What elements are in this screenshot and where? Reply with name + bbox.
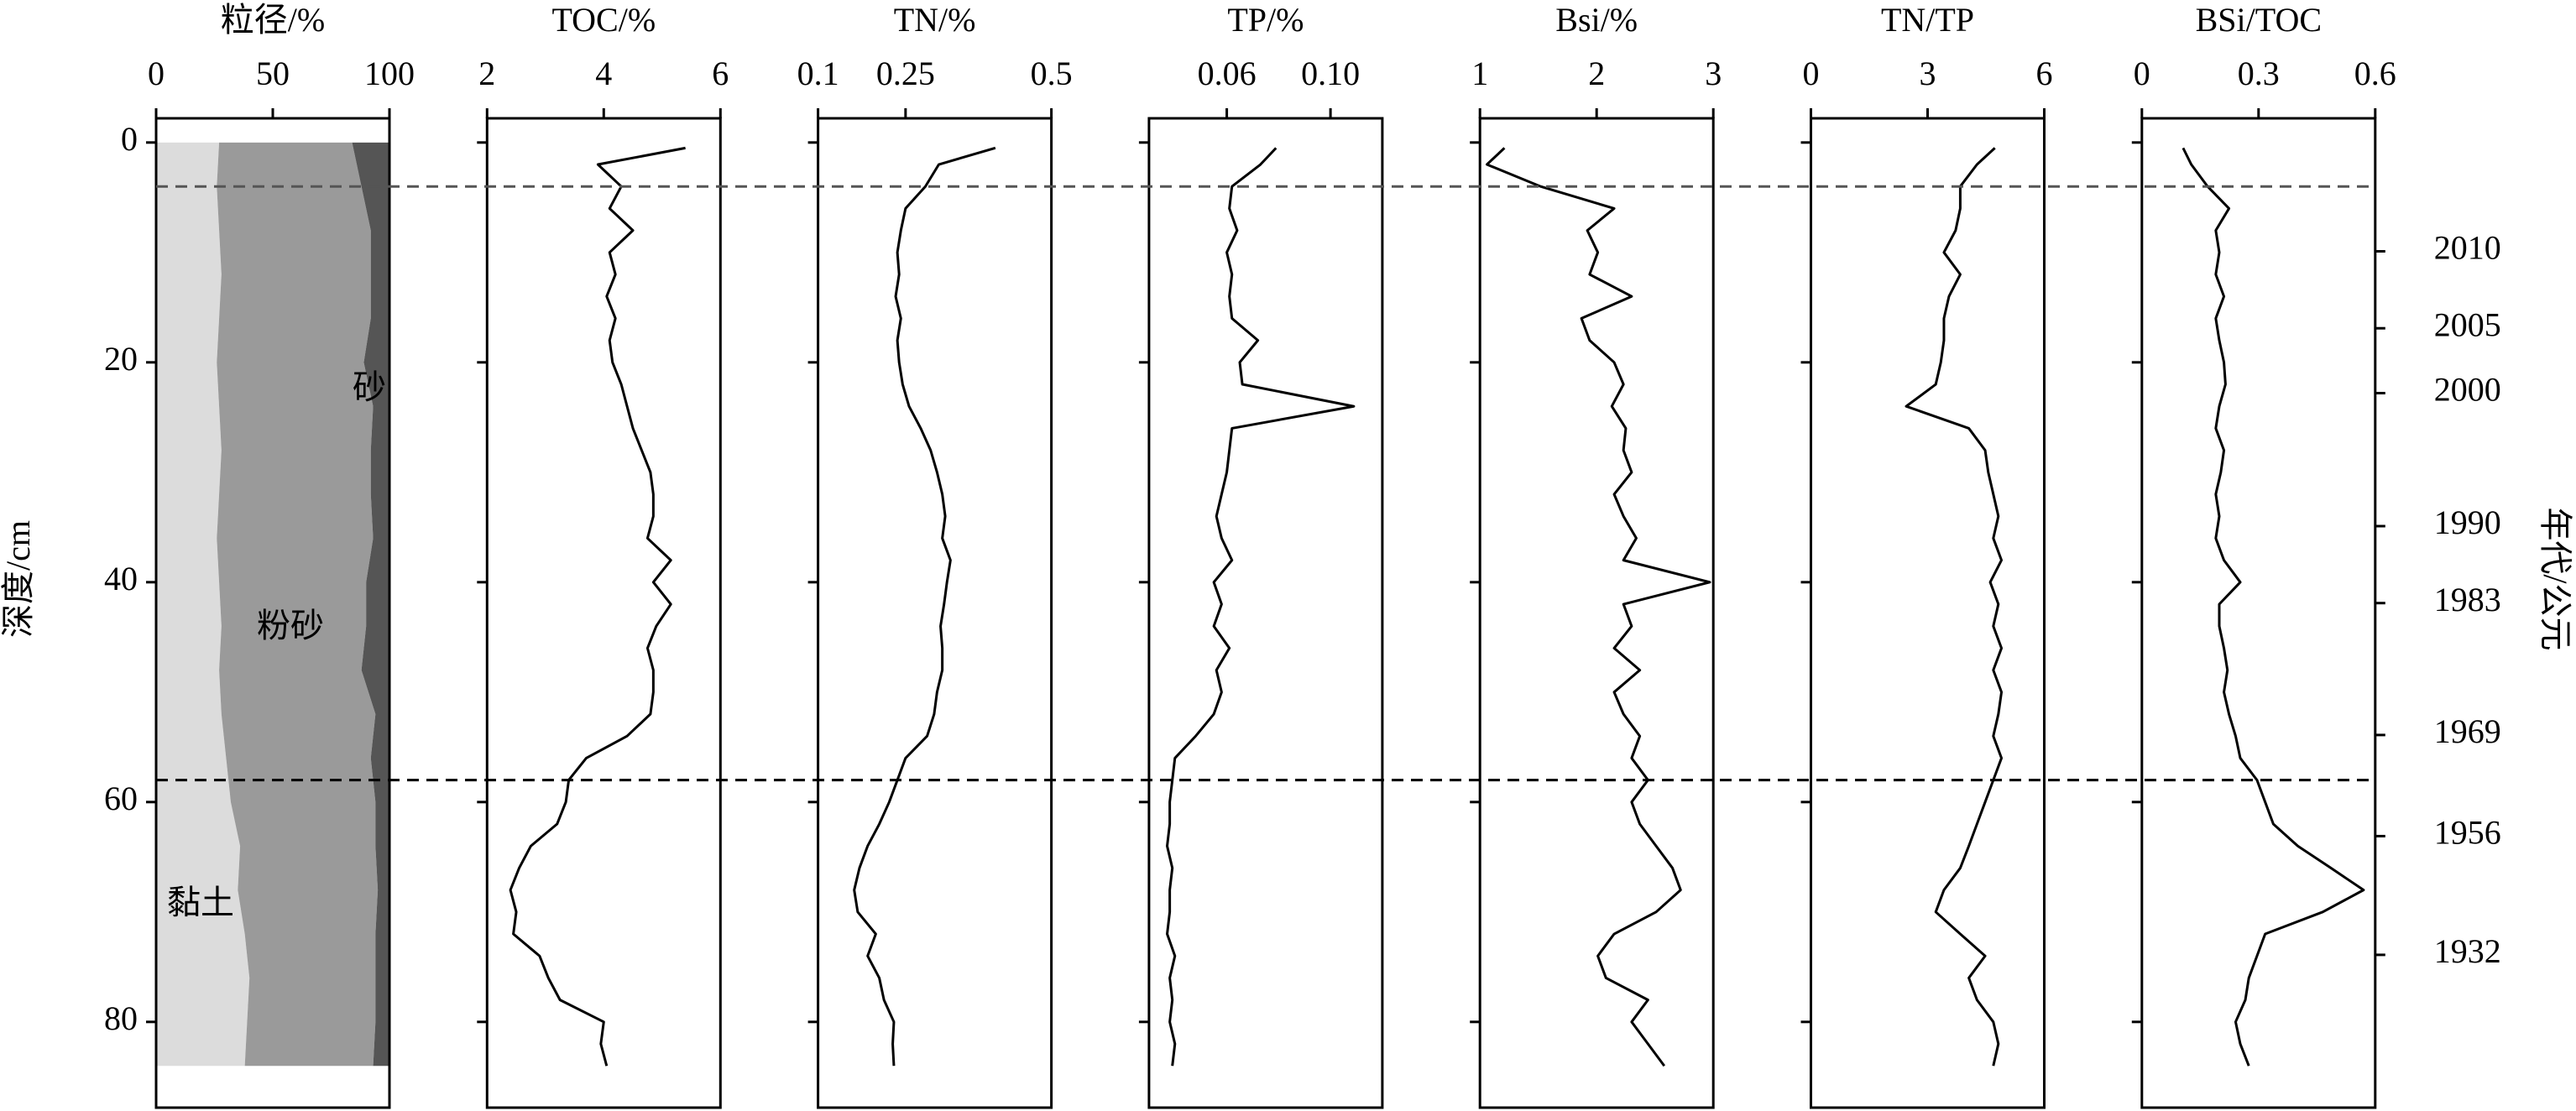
x-tick-label: 0.25 <box>876 55 935 92</box>
x-tick-label: 0 <box>148 55 165 92</box>
area-label: 黏土 <box>167 884 234 921</box>
x-axis-title: Bsi/% <box>1555 1 1638 39</box>
x-tick-label: 1 <box>1471 55 1488 92</box>
x-tick-label: 3 <box>1705 55 1722 92</box>
y-tick-label: 20 <box>104 340 138 378</box>
area-label: 砂 <box>353 368 386 406</box>
y2-tick-label: 2005 <box>2434 305 2501 343</box>
x-tick-label: 2 <box>478 55 495 92</box>
x-axis-title: TN/TP <box>1881 1 1974 39</box>
x-axis-title: 粒径/% <box>221 1 325 39</box>
x-tick-label: 0.5 <box>1031 55 1073 92</box>
x-tick-label: 50 <box>256 55 290 92</box>
plot-frame <box>485 117 722 1109</box>
x-tick-label: 0.3 <box>2238 55 2280 92</box>
x-axis-title: TP/% <box>1227 1 1304 39</box>
x-tick-label: 0.1 <box>797 55 839 92</box>
y-tick-label: 80 <box>104 999 138 1037</box>
line <box>509 146 686 1067</box>
y2-tick-label: 1990 <box>2434 503 2501 541</box>
line <box>853 146 996 1067</box>
y-tick-label: 40 <box>104 560 138 597</box>
x-axis-title: BSi/TOC <box>2196 1 2322 39</box>
x-tick-label: 0.6 <box>2354 55 2396 92</box>
plot-frame <box>1478 117 1715 1109</box>
x-tick-label: 0.06 <box>1198 55 1257 92</box>
x-tick-label: 3 <box>1920 55 1936 92</box>
area <box>156 142 250 1067</box>
plot-frame <box>2140 117 2377 1109</box>
y2-tick-label: 1983 <box>2434 581 2501 618</box>
y-tick-label: 0 <box>121 120 138 158</box>
line <box>1486 147 1711 1067</box>
y-tick-label: 60 <box>104 780 138 817</box>
x-tick-label: 0 <box>1803 55 1820 92</box>
y-axis-title: 深度/cm <box>0 520 37 638</box>
x-axis-title: TN/% <box>894 1 976 39</box>
x-tick-label: 100 <box>364 55 415 92</box>
y2-tick-label: 1969 <box>2434 712 2501 750</box>
x-axis-title: TOC/% <box>551 1 656 39</box>
y2-tick-label: 2000 <box>2434 371 2501 409</box>
y2-tick-label: 2010 <box>2434 229 2501 267</box>
plot-frame <box>154 117 391 1109</box>
y2-tick-label: 1932 <box>2434 932 2501 970</box>
area <box>352 142 389 1067</box>
x-tick-label: 2 <box>1588 55 1605 92</box>
plot-frame <box>1810 117 2046 1109</box>
x-tick-label: 6 <box>712 55 729 92</box>
area-label: 粉砂 <box>257 607 324 644</box>
line <box>2182 147 2365 1067</box>
line <box>1166 147 1356 1067</box>
x-tick-label: 6 <box>2036 55 2053 92</box>
x-tick-label: 0.10 <box>1301 55 1360 92</box>
y2-axis-title: 年代/公元 <box>2537 507 2574 650</box>
x-tick-label: 0 <box>2134 55 2150 92</box>
x-tick-label: 4 <box>595 55 612 92</box>
plot-frame <box>817 117 1053 1109</box>
y2-tick-label: 1956 <box>2434 814 2501 852</box>
area <box>217 142 379 1067</box>
plot-frame <box>1147 117 1384 1109</box>
line <box>1905 147 2004 1067</box>
